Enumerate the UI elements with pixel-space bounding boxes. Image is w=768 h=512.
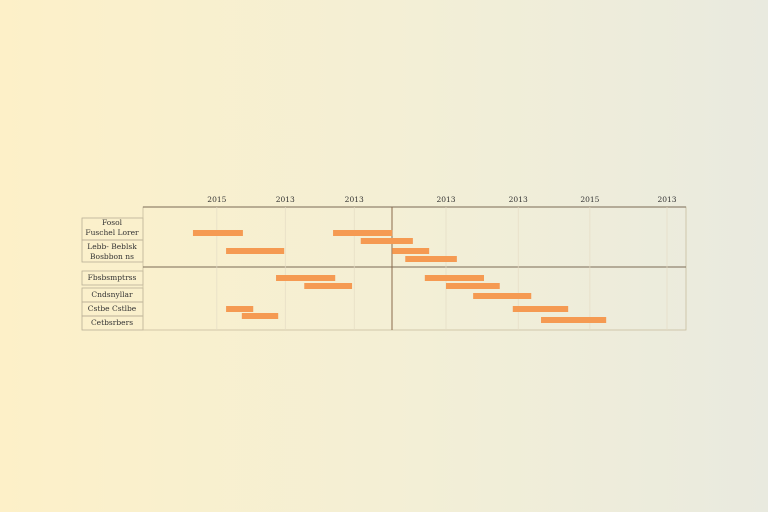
task-bar bbox=[360, 238, 413, 244]
task-bar bbox=[226, 248, 285, 254]
task-bar bbox=[241, 313, 279, 319]
task-bar bbox=[192, 230, 243, 236]
x-tick-label: 2013 bbox=[657, 195, 676, 204]
task-bar bbox=[473, 293, 532, 299]
row-label: Cstbe Cstlbe bbox=[88, 304, 137, 313]
task-bar bbox=[445, 283, 500, 289]
task-bar bbox=[226, 306, 254, 312]
row-label: Fuschel Lorer bbox=[85, 228, 139, 237]
x-tick-label: 2013 bbox=[345, 195, 364, 204]
x-tick-label: 2013 bbox=[509, 195, 528, 204]
plot-frame bbox=[142, 206, 687, 331]
task-bar bbox=[424, 275, 485, 281]
row-label: Lebb- Beblsk bbox=[87, 242, 137, 251]
x-tick-label: 2015 bbox=[580, 195, 599, 204]
task-bar bbox=[512, 306, 569, 312]
row-label: Cndsnyllar bbox=[91, 290, 133, 299]
row-label: Fosol bbox=[102, 218, 123, 227]
task-bar bbox=[333, 230, 393, 236]
task-bar bbox=[392, 248, 430, 254]
row-label: Fbsbsmptrss bbox=[88, 273, 137, 282]
row-label: Cetbsrbers bbox=[91, 318, 133, 327]
task-bar bbox=[304, 283, 353, 289]
task-bar bbox=[541, 317, 607, 323]
x-tick-label: 2013 bbox=[276, 195, 295, 204]
x-tick-label: 2015 bbox=[207, 195, 226, 204]
x-tick-label: 2013 bbox=[436, 195, 455, 204]
row-label: Bosbbon ns bbox=[90, 252, 134, 261]
task-bar bbox=[276, 275, 336, 281]
task-bar bbox=[405, 256, 457, 262]
